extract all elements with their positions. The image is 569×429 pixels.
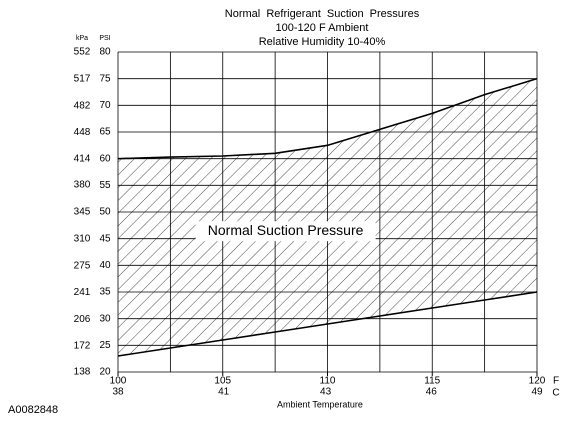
y2-tick-label: 310: [74, 234, 91, 245]
chart-subtitle: Relative Humidity 10-40%: [259, 36, 386, 48]
y2-tick-label: 552: [74, 47, 91, 58]
x-axis-label: Ambient Temperature: [277, 399, 363, 409]
y-tick-label: 50: [99, 207, 111, 218]
x2-tick-label: 43: [320, 387, 332, 398]
y2-tick-label: 345: [74, 207, 91, 218]
chart-title: Normal Refrigerant Suction Pressures: [225, 8, 420, 20]
y2-tick-label: 138: [74, 367, 91, 378]
annotation-box: [195, 221, 376, 242]
y-tick-label: 40: [99, 260, 111, 271]
x-tick-label: 120: [529, 376, 546, 387]
x-tick-label: 115: [424, 376, 440, 387]
chart-subtitle: 100-120 F Ambient: [276, 22, 369, 34]
y-tick-label: 70: [99, 100, 111, 111]
x2-tick-label: 49: [531, 387, 543, 398]
y-tick-label: 60: [99, 153, 111, 164]
upper-line: [117, 77, 538, 160]
y2-tick-label: 482: [74, 101, 91, 112]
x2-tick-label: 38: [112, 387, 124, 398]
y2-tick-label: 172: [74, 340, 91, 351]
y2-tick-label: 380: [74, 180, 91, 191]
y-tick-label: 30: [99, 313, 111, 324]
x-unit: F: [553, 376, 559, 387]
y-tick-label: 20: [99, 367, 111, 378]
lower-line: [117, 291, 538, 357]
y-tick-label: 25: [99, 340, 111, 351]
y-tick-label: 75: [99, 73, 111, 84]
x-tick-label: 100: [110, 376, 127, 387]
x-tick-label: 105: [214, 376, 231, 387]
y-tick-label: 55: [99, 180, 111, 191]
y-tick-label: 45: [99, 233, 111, 244]
annotation: Normal Suction Pressure: [208, 222, 364, 238]
x2-unit: C: [552, 388, 559, 399]
y2-tick-label: 414: [74, 153, 91, 164]
figure-id: A0082848: [8, 404, 58, 416]
y-tick-label: 35: [99, 287, 111, 298]
y-axis-label: PSI: [99, 35, 110, 42]
y-tick-label: 65: [99, 127, 111, 138]
y2-axis-label: kPa: [76, 35, 88, 42]
y2-tick-label: 241: [74, 287, 91, 298]
y2-tick-label: 206: [74, 314, 91, 325]
y-tick-label: 80: [99, 47, 111, 58]
y2-tick-label: 275: [74, 261, 91, 272]
y2-tick-label: 517: [74, 74, 91, 85]
x2-tick-label: 46: [426, 387, 438, 398]
x2-tick-label: 41: [218, 387, 230, 398]
y2-tick-label: 448: [74, 127, 91, 138]
x-tick-label: 110: [320, 376, 336, 387]
